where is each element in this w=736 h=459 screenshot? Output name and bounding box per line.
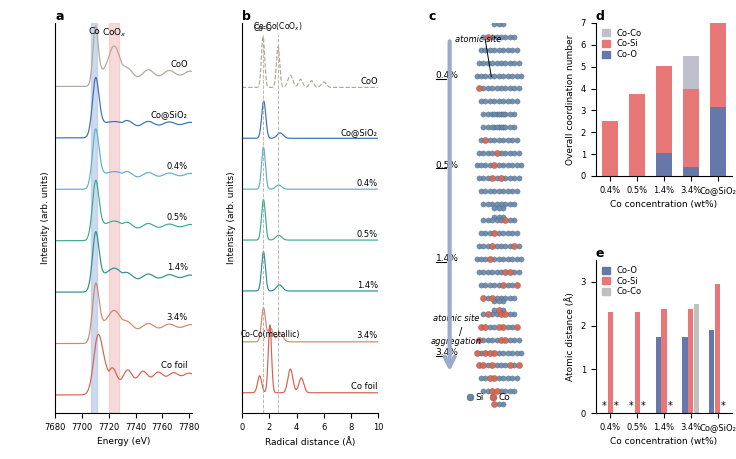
- Text: b: b: [242, 10, 251, 23]
- Text: d: d: [595, 10, 604, 23]
- Text: *: *: [629, 401, 634, 411]
- X-axis label: Radical distance (Å): Radical distance (Å): [265, 437, 355, 447]
- Text: a: a: [55, 10, 64, 23]
- Text: 3.4%: 3.4%: [356, 331, 378, 341]
- Text: Co foil: Co foil: [351, 382, 378, 392]
- Text: 0.4%: 0.4%: [357, 179, 378, 188]
- Legend: Co-Co, Co-Si, Co-O: Co-Co, Co-Si, Co-O: [600, 27, 643, 61]
- Text: *: *: [602, 401, 607, 411]
- Text: *: *: [614, 401, 619, 411]
- Bar: [656, 153, 672, 176]
- Y-axis label: Atomic distance (Å): Atomic distance (Å): [565, 292, 575, 381]
- Text: 1.4%: 1.4%: [436, 254, 459, 263]
- Bar: [109, 23, 119, 413]
- Text: CoO: CoO: [170, 60, 188, 68]
- Text: Co-Co(CoO$_x$): Co-Co(CoO$_x$): [253, 21, 302, 33]
- Text: Co-O: Co-O: [254, 24, 272, 33]
- Bar: [694, 304, 699, 413]
- Text: *: *: [641, 401, 645, 411]
- Text: atomic site: atomic site: [455, 35, 501, 44]
- X-axis label: Co concentration (wt%): Co concentration (wt%): [610, 437, 718, 447]
- Text: 0.5%: 0.5%: [436, 161, 459, 170]
- Text: CoO$_x$: CoO$_x$: [102, 27, 127, 39]
- Text: CoO: CoO: [360, 77, 378, 86]
- Text: 0.4%: 0.4%: [436, 71, 459, 80]
- Bar: [715, 284, 721, 413]
- Bar: [608, 312, 613, 413]
- Y-axis label: Intensity (arb. units): Intensity (arb. units): [40, 172, 49, 264]
- Text: 0.4%: 0.4%: [166, 162, 188, 171]
- Text: *: *: [668, 401, 672, 411]
- Bar: [629, 94, 645, 176]
- Text: Co: Co: [499, 393, 511, 402]
- Text: 3.4%: 3.4%: [166, 313, 188, 322]
- Text: 1.4%: 1.4%: [166, 263, 188, 272]
- Text: aggregation: aggregation: [431, 337, 482, 346]
- Text: *: *: [721, 401, 726, 411]
- Text: /: /: [459, 327, 462, 337]
- Text: Co@SiO₂: Co@SiO₂: [151, 111, 188, 119]
- Bar: [683, 89, 699, 167]
- Text: Co: Co: [88, 27, 100, 36]
- Bar: [688, 309, 693, 413]
- Text: 0.5%: 0.5%: [357, 230, 378, 239]
- Text: Co foil: Co foil: [161, 361, 188, 370]
- Text: Si: Si: [475, 393, 484, 402]
- Bar: [656, 66, 672, 153]
- Bar: [662, 309, 667, 413]
- Bar: [682, 336, 687, 413]
- Bar: [683, 167, 699, 176]
- Text: atomic site: atomic site: [434, 313, 480, 323]
- Text: 0.5%: 0.5%: [166, 213, 188, 222]
- Bar: [602, 121, 618, 176]
- Text: Co-Co(metallic): Co-Co(metallic): [240, 330, 300, 339]
- Bar: [710, 0, 726, 107]
- Bar: [91, 23, 96, 413]
- Text: c: c: [428, 10, 436, 23]
- Y-axis label: Intensity (arb. units): Intensity (arb. units): [227, 172, 236, 264]
- Text: Co@SiO₂: Co@SiO₂: [341, 128, 378, 137]
- Text: 3.4%: 3.4%: [436, 348, 459, 357]
- Bar: [634, 312, 640, 413]
- Y-axis label: Overall coordination number: Overall coordination number: [566, 34, 575, 165]
- Text: 1.4%: 1.4%: [357, 280, 378, 290]
- Bar: [709, 330, 715, 413]
- Text: e: e: [595, 247, 604, 260]
- Bar: [656, 336, 661, 413]
- Bar: [710, 107, 726, 176]
- Legend: Co-O, Co-Si, Co-Co: Co-O, Co-Si, Co-Co: [600, 264, 643, 298]
- Bar: [683, 56, 699, 89]
- X-axis label: Energy (eV): Energy (eV): [97, 437, 150, 447]
- X-axis label: Co concentration (wt%): Co concentration (wt%): [610, 200, 718, 209]
